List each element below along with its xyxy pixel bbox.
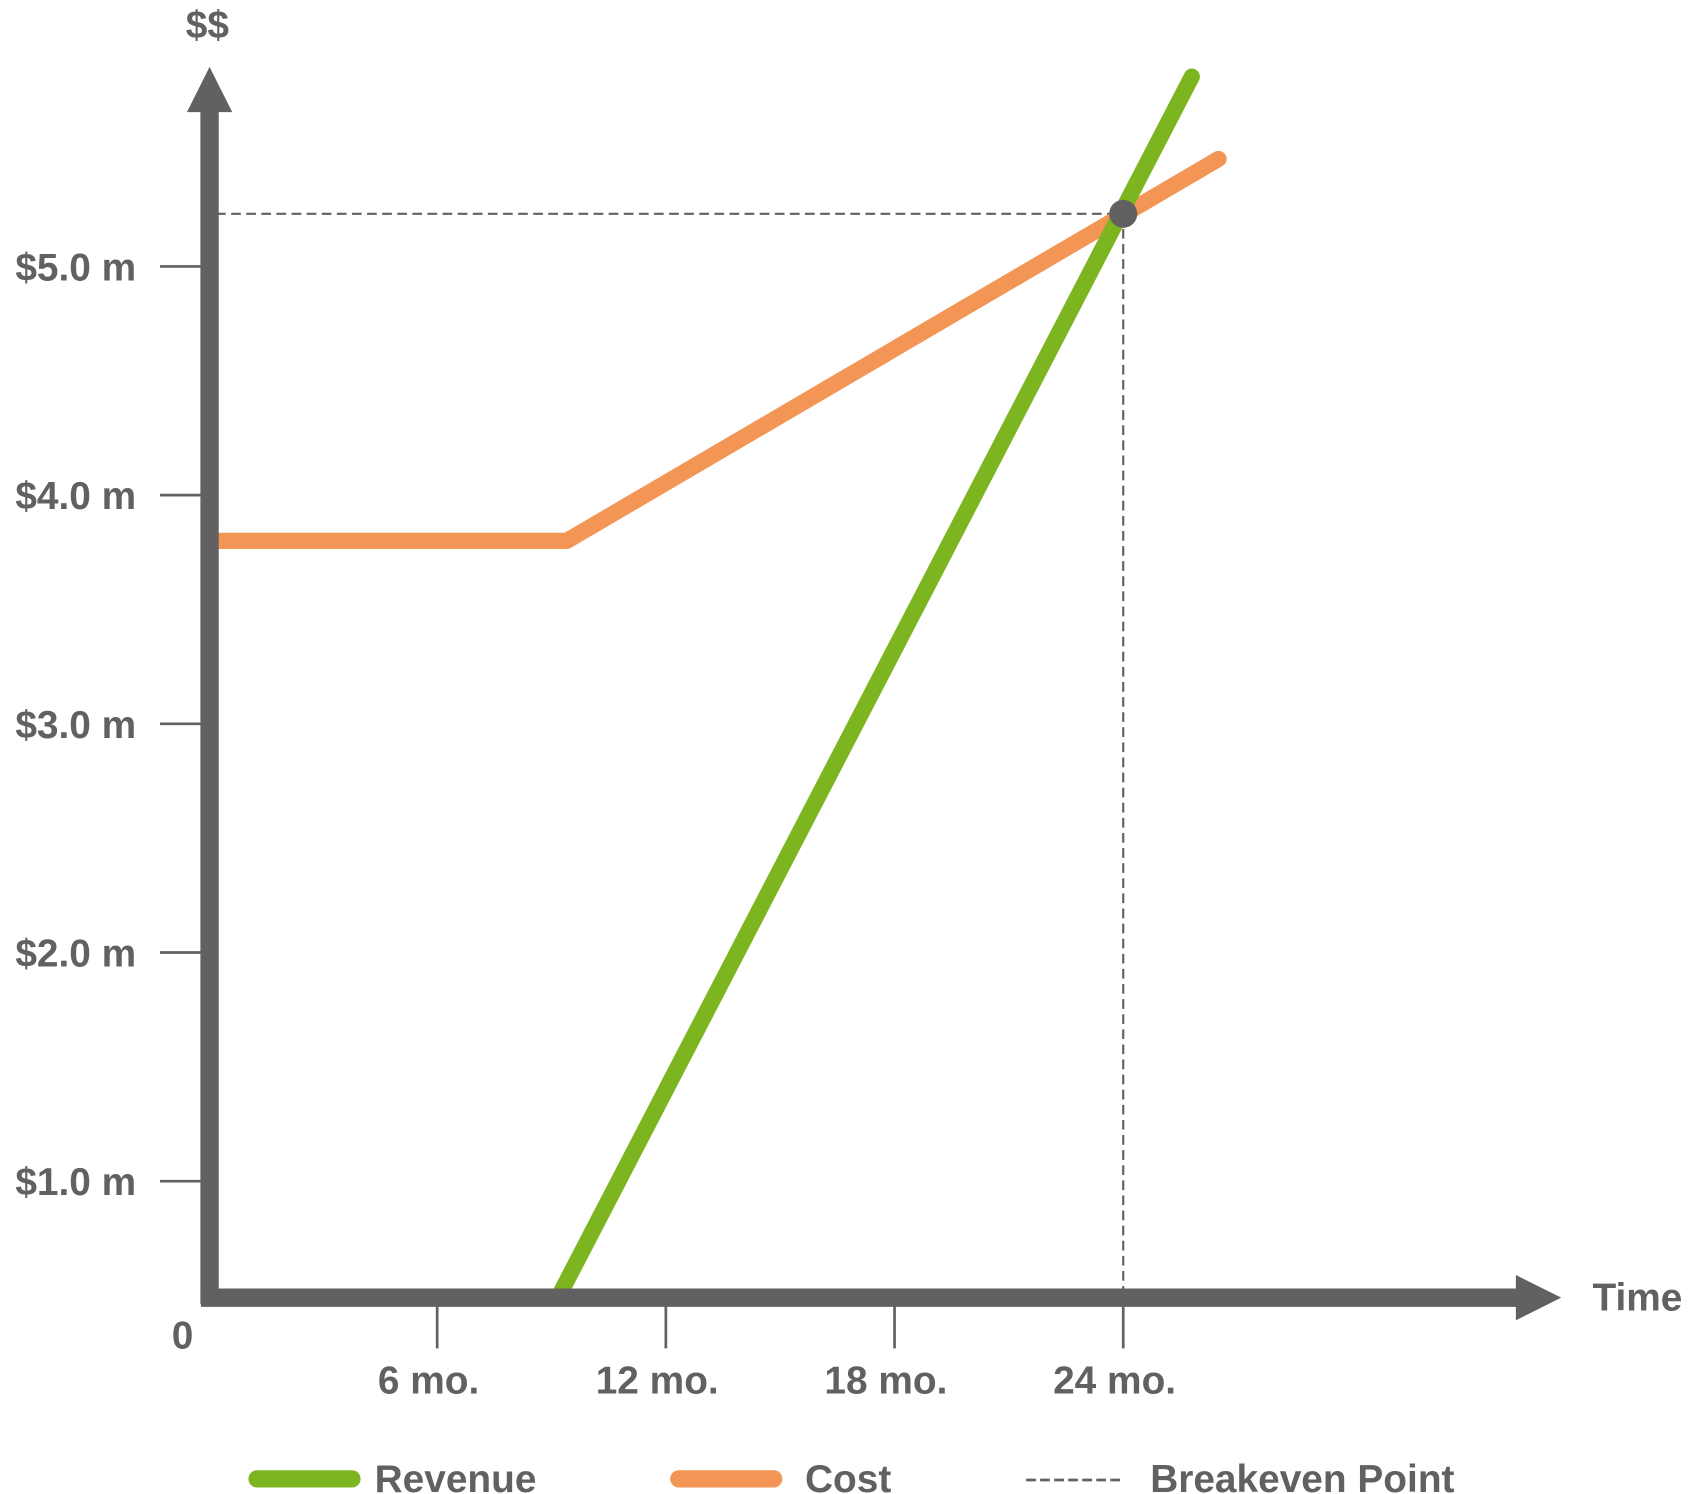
x-axis-label: Time [1592, 1277, 1682, 1320]
y-tick-label: $1.0 m [15, 1161, 136, 1204]
y-tick-label: $5.0 m [15, 246, 136, 289]
y-tick-label: $3.0 m [15, 704, 136, 747]
x-tick-label: 24 mo. [1053, 1360, 1176, 1403]
x-tick-label: 6 mo. [378, 1360, 479, 1403]
y-tick-label: $4.0 m [15, 475, 136, 518]
origin-label: 0 [172, 1314, 194, 1357]
series-line-revenue [551, 68, 1200, 1304]
axes [186, 66, 1562, 1321]
legend-label-cost: Cost [805, 1458, 891, 1494]
y-tick-label: $2.0 m [15, 933, 136, 976]
y-axis-label: $$ [186, 4, 230, 47]
series-lines [208, 68, 1227, 1304]
x-axis-arrow [1515, 1275, 1562, 1321]
breakeven-guides [216, 212, 1125, 1290]
x-tick-label: 18 mo. [824, 1360, 947, 1403]
breakeven-point-marker [1109, 199, 1138, 228]
x-tick-label: 12 mo. [596, 1360, 719, 1403]
legend-label-revenue: Revenue [375, 1458, 537, 1494]
ticks: 6 mo. 12 mo. 18 mo. 24 mo. $1.0 m $2.0 m $3.0 … [15, 246, 1176, 1402]
series-line-cost [208, 150, 1227, 549]
legend: Revenue Cost Breakeven Point [248, 1458, 1455, 1494]
legend-label-breakeven: Breakeven Point [1150, 1458, 1454, 1494]
y-axis-arrow [186, 66, 233, 113]
